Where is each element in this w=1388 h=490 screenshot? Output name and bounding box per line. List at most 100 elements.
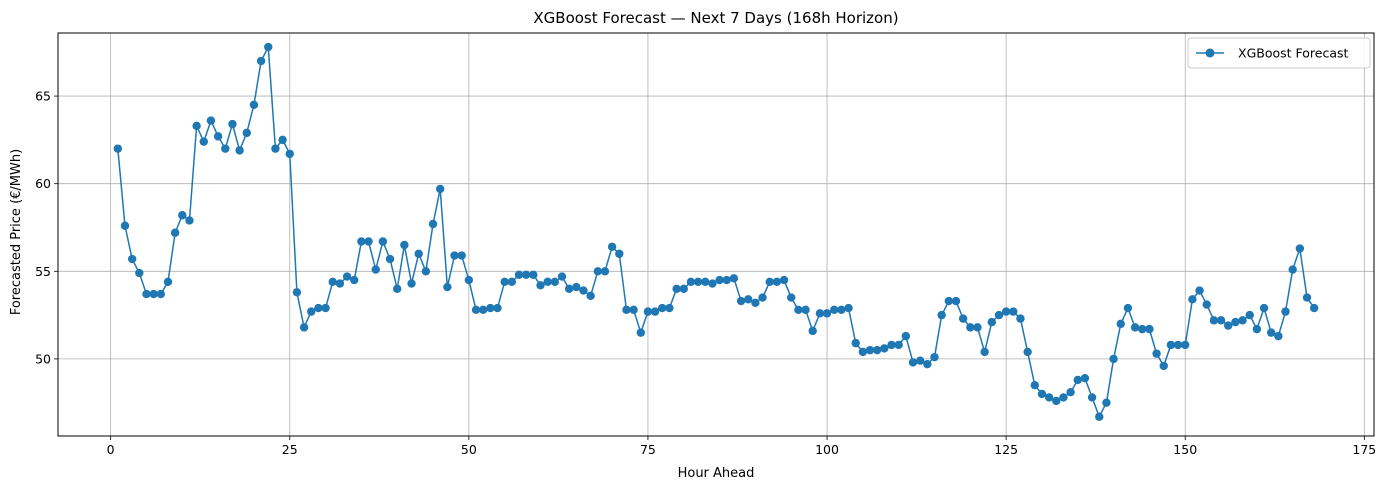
data-point: [1238, 316, 1247, 325]
data-point: [342, 272, 352, 281]
data-point: [1109, 354, 1118, 364]
data-point: [1202, 300, 1211, 309]
data-point: [672, 284, 681, 294]
data-point: [120, 221, 130, 230]
data-point: [593, 267, 602, 276]
data-point: [944, 296, 954, 306]
data-point: [779, 275, 789, 285]
data-point: [486, 303, 495, 313]
data-point: [994, 310, 1004, 320]
data-point: [1267, 328, 1276, 337]
data-point: [307, 307, 316, 316]
data-point: [221, 144, 230, 153]
axis-ticks: 0 25 50 75 100 125 150 175 50 55 60 65: [35, 89, 1376, 457]
data-point: [1023, 347, 1032, 357]
data-point: [987, 317, 997, 327]
data-point: [865, 345, 875, 355]
data-point: [335, 279, 345, 288]
data-point: [822, 309, 832, 318]
data-point: [170, 228, 180, 237]
data-point: [350, 275, 359, 285]
x-tick-label: 0: [107, 442, 115, 457]
y-tick-label: 55: [35, 264, 51, 279]
data-point: [572, 282, 581, 292]
data-point: [407, 279, 416, 288]
data-point: [149, 289, 158, 299]
data-point: [880, 344, 889, 353]
data-point: [1259, 303, 1269, 313]
data-point: [213, 132, 223, 141]
data-point: [235, 146, 244, 155]
data-point: [1066, 388, 1075, 397]
data-point: [500, 277, 509, 287]
data-point: [1216, 316, 1226, 325]
data-point: [765, 277, 774, 287]
data-point: [1001, 307, 1011, 316]
x-tick-label: 100: [815, 442, 839, 457]
data-point: [615, 249, 624, 258]
data-point: [1152, 349, 1161, 358]
data-point: [715, 275, 724, 285]
data-point: [514, 270, 524, 279]
data-point: [1145, 324, 1154, 334]
data-point: [600, 267, 610, 276]
data-point: [1116, 319, 1125, 329]
data-point: [722, 275, 731, 285]
data-point: [1138, 324, 1147, 334]
data-point: [1044, 393, 1054, 402]
data-point: [1166, 340, 1176, 350]
data-point: [951, 296, 961, 306]
data-point: [837, 305, 846, 315]
data-point: [199, 137, 208, 146]
data-point: [400, 240, 409, 250]
x-tick-label: 150: [1173, 442, 1197, 457]
data-point: [579, 286, 588, 295]
y-tick-label: 65: [35, 89, 51, 104]
data-point: [908, 358, 918, 367]
y-axis-label: Forecasted Price (€/MWh): [9, 149, 24, 315]
data-point: [1052, 396, 1061, 406]
data-point: [271, 144, 280, 153]
data-point: [1059, 393, 1068, 402]
data-point: [1188, 295, 1197, 304]
x-axis-label: Hour Ahead: [678, 466, 755, 481]
data-point: [371, 265, 380, 274]
data-point: [872, 345, 882, 355]
data-point: [930, 352, 939, 362]
data-point: [1245, 310, 1254, 320]
y-tick-label: 60: [35, 176, 51, 191]
data-point: [736, 296, 746, 306]
data-point: [844, 303, 853, 313]
data-point: [1252, 324, 1262, 334]
data-point: [643, 307, 653, 316]
series-layer: [113, 42, 1319, 421]
data-point: [242, 128, 251, 138]
data-point: [1073, 375, 1082, 385]
data-point: [450, 251, 459, 260]
data-point: [729, 274, 739, 283]
data-point: [421, 267, 431, 276]
data-point: [701, 277, 710, 287]
data-point: [772, 277, 782, 287]
data-point: [550, 277, 560, 287]
data-point: [1009, 307, 1018, 316]
data-point: [378, 237, 388, 246]
legend-marker-swatch: [1205, 48, 1215, 58]
data-point: [665, 303, 674, 313]
data-point: [536, 281, 545, 290]
data-point: [1087, 393, 1097, 402]
data-point: [801, 305, 810, 315]
data-point: [830, 305, 839, 315]
data-point: [1016, 314, 1025, 323]
data-point: [1209, 316, 1219, 325]
data-point: [285, 149, 294, 159]
data-point: [113, 144, 123, 153]
data-point: [321, 303, 330, 313]
data-point: [464, 275, 474, 285]
data-point: [478, 305, 488, 315]
data-point: [858, 347, 868, 357]
data-point: [1095, 412, 1104, 421]
data-point: [328, 277, 337, 287]
